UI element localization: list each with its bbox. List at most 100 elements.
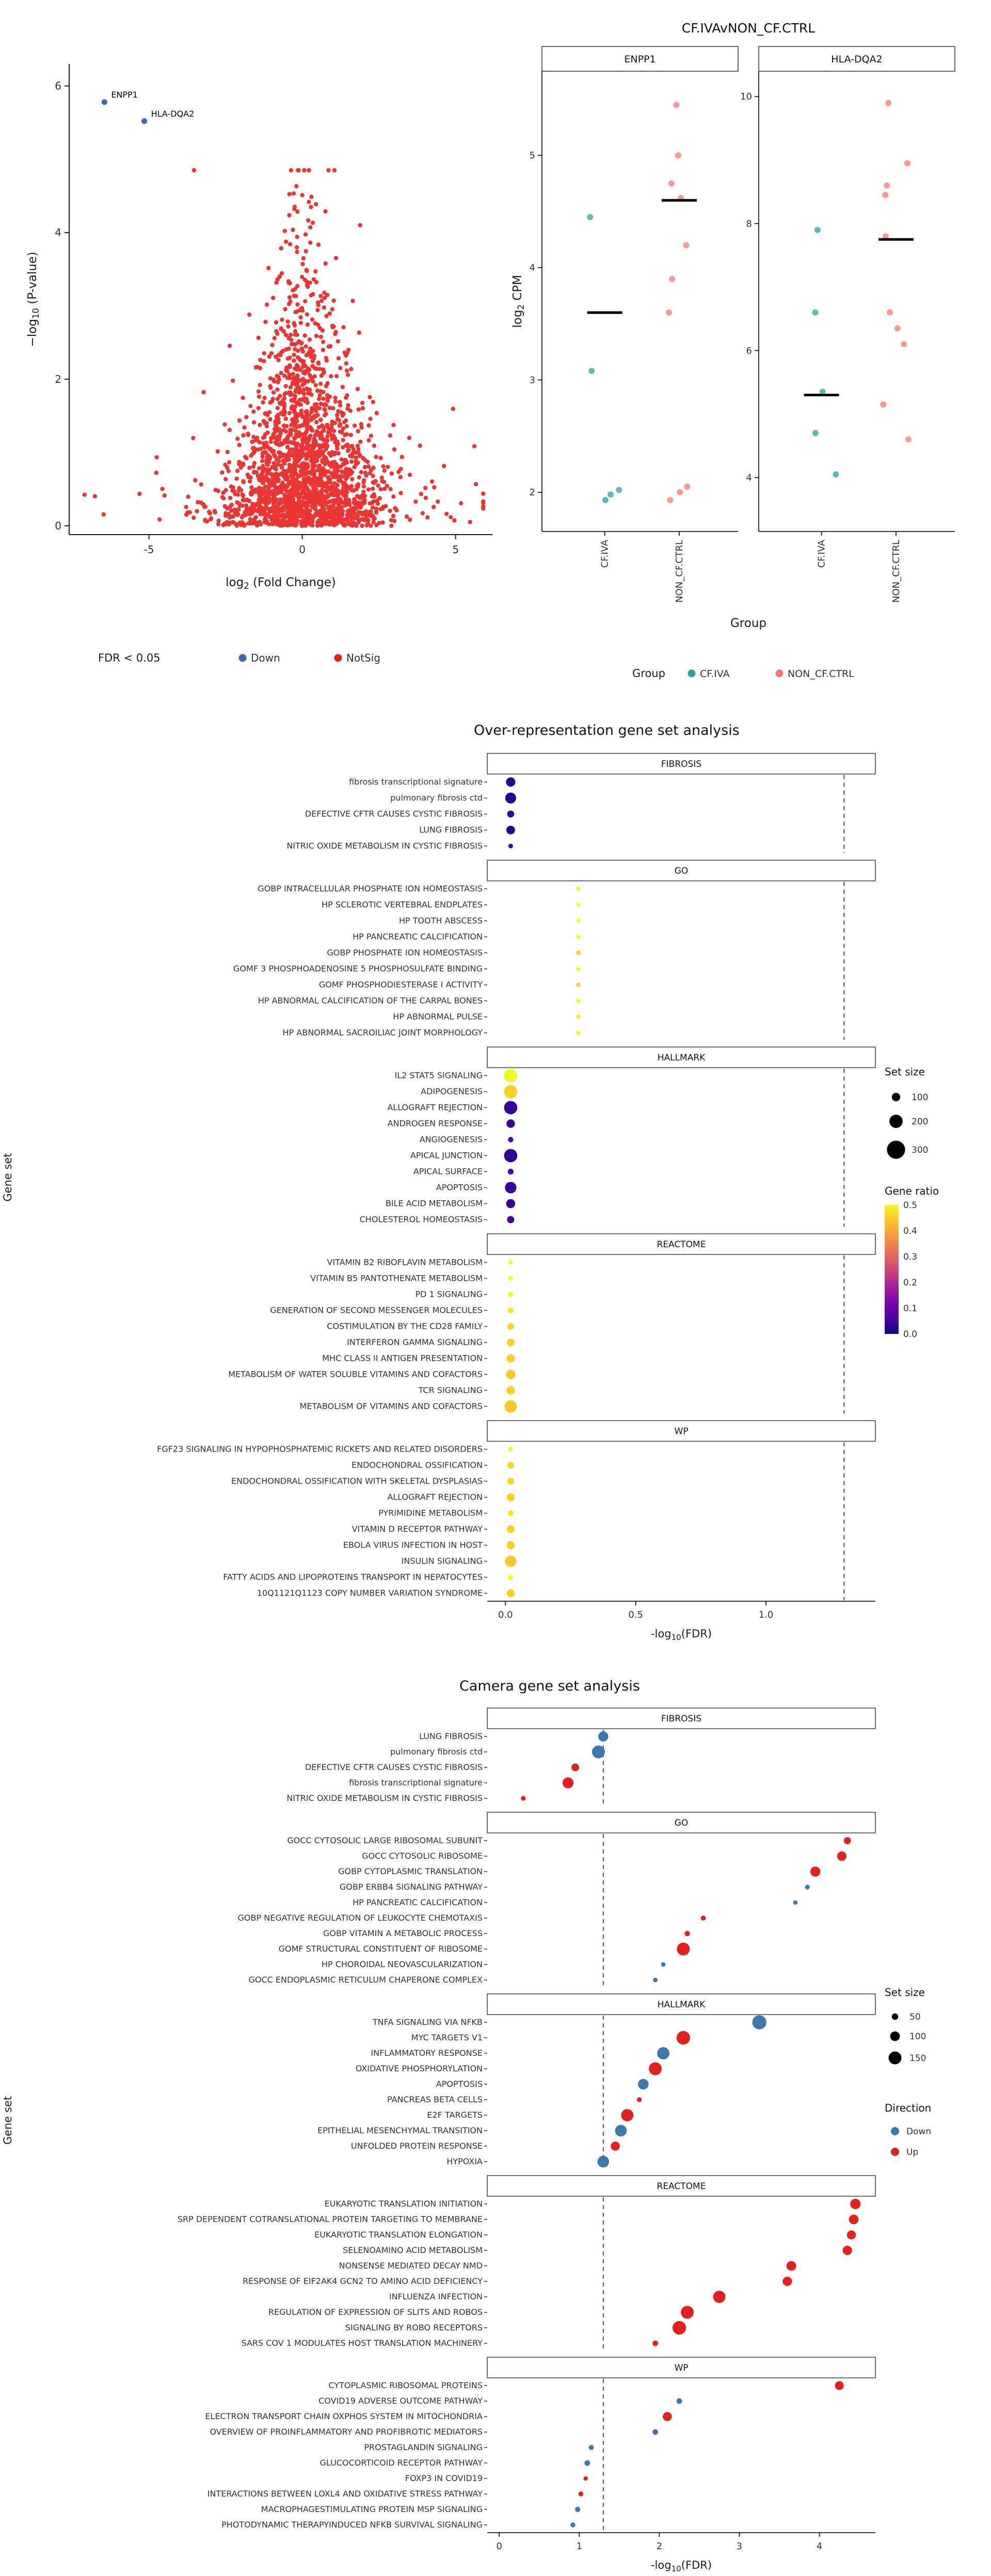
- notsig-point: [332, 481, 337, 486]
- notsig-point: [313, 321, 317, 326]
- notsig-point: [291, 514, 296, 519]
- notsig-point: [233, 492, 237, 496]
- gene-set-point: [621, 2109, 634, 2121]
- size-legend-title: Set size: [885, 1986, 925, 1999]
- notsig-point: [305, 442, 310, 446]
- notsig-point: [261, 400, 265, 405]
- notsig-point: [380, 506, 385, 511]
- notsig-point: [371, 499, 376, 504]
- notsig-point: [368, 416, 373, 421]
- gene-set-point: [810, 1866, 821, 1877]
- notsig-point: [284, 368, 289, 373]
- expression-point: [588, 367, 595, 374]
- gene-set-label: SRP DEPENDENT COTRANSLATIONAL PROTEIN TA…: [178, 2214, 483, 2224]
- notsig-point: [293, 329, 298, 334]
- notsig-point: [154, 455, 159, 460]
- notsig-point: [349, 367, 354, 372]
- notsig-point: [391, 423, 396, 427]
- notsig-point: [337, 418, 341, 423]
- notsig-point: [282, 392, 287, 397]
- notsig-point: [266, 497, 271, 503]
- facet-title: FIBROSIS: [661, 759, 701, 769]
- notsig-point: [270, 396, 275, 401]
- gene-set-point: [507, 1477, 515, 1485]
- notsig-point: [333, 440, 338, 445]
- notsig-point: [328, 520, 332, 524]
- gene-set-label: GOMF STRUCTURAL CONSTITUENT OF RIBOSOME: [279, 1944, 483, 1954]
- notsig-point: [330, 325, 335, 330]
- notsig-point: [295, 374, 300, 379]
- expression-point: [833, 471, 839, 478]
- notsig-point: [276, 375, 281, 380]
- legend-label: Down: [251, 652, 280, 664]
- notsig-point: [314, 402, 319, 407]
- y-tick-label: 2: [55, 373, 61, 385]
- gene-set-label: COSTIMULATION BY THE CD28 FAMILY: [327, 1322, 483, 1331]
- gene-set-label: EBOLA VIRUS INFECTION IN HOST: [343, 1540, 483, 1550]
- notsig-point: [258, 423, 262, 427]
- notsig-point: [300, 382, 305, 387]
- notsig-point: [293, 389, 298, 394]
- gene-set-point: [752, 2015, 766, 2030]
- gene-set-point: [571, 1763, 580, 1772]
- notsig-point: [361, 510, 366, 515]
- notsig-point: [327, 311, 332, 316]
- notsig-point: [345, 512, 349, 517]
- notsig-point: [242, 425, 247, 430]
- notsig-point: [358, 495, 362, 501]
- gene-set-point: [508, 1292, 514, 1297]
- notsig-point: [299, 305, 304, 311]
- notsig-point: [305, 470, 310, 475]
- notsig-point: [299, 472, 304, 477]
- notsig-point: [292, 399, 296, 404]
- notsig-point: [287, 213, 292, 218]
- notsig-point: [312, 437, 316, 441]
- notsig-point: [331, 515, 337, 520]
- notsig-point: [260, 455, 265, 459]
- gene-set-point: [507, 810, 515, 818]
- notsig-point: [291, 191, 296, 196]
- gene-set-point: [576, 1015, 581, 1019]
- gene-set-label: PROSTAGLANDIN SIGNALING: [364, 2442, 483, 2452]
- notsig-point: [306, 379, 311, 383]
- notsig-point: [237, 502, 242, 506]
- notsig-point: [250, 510, 255, 515]
- notsig-point: [296, 492, 301, 496]
- notsig-point: [292, 436, 297, 441]
- notsig-point: [289, 337, 294, 342]
- notsig-point: [316, 449, 321, 454]
- gene-set-label: GENERATION OF SECOND MESSENGER MOLECULES: [270, 1306, 483, 1315]
- notsig-point: [313, 269, 318, 274]
- gene-set-point: [649, 2062, 662, 2075]
- notsig-point: [314, 429, 319, 433]
- notsig-point: [377, 496, 382, 501]
- facet-strip: [487, 1046, 876, 1068]
- expression-point: [675, 152, 681, 159]
- notsig-point: [248, 479, 252, 484]
- gene-set-point: [584, 2460, 590, 2466]
- notsig-point: [333, 399, 338, 404]
- gene-set-label: NITRIC OXIDE METABOLISM IN CYSTIC FIBROS…: [286, 841, 483, 851]
- legend-title: FDR < 0.05: [98, 652, 161, 664]
- x-tick-label: 1.0: [759, 1609, 774, 1620]
- notsig-point: [357, 330, 362, 335]
- notsig-point: [252, 470, 257, 474]
- gene-set-label: GOCC CYTOSOLIC LARGE RIBOSOMAL SUBUNIT: [287, 1836, 483, 1845]
- notsig-point: [299, 455, 303, 459]
- notsig-point: [369, 468, 374, 473]
- notsig-point: [230, 520, 235, 525]
- notsig-point: [237, 460, 242, 464]
- gene-set-point: [653, 1977, 658, 1983]
- notsig-point: [162, 493, 167, 498]
- notsig-point: [303, 436, 308, 440]
- gene-set-label: MACROPHAGESTIMULATING PROTEIN MSP SIGNAL…: [261, 2504, 483, 2514]
- gene-set-point: [576, 887, 581, 891]
- notsig-point: [323, 261, 328, 266]
- size-legend-label: 100: [912, 1092, 928, 1103]
- direction-legend-swatch: [891, 2148, 899, 2156]
- notsig-point: [349, 515, 354, 520]
- notsig-point: [284, 424, 289, 429]
- gene-set-point: [636, 2097, 642, 2102]
- notsig-point: [388, 487, 393, 491]
- notsig-point: [278, 523, 283, 528]
